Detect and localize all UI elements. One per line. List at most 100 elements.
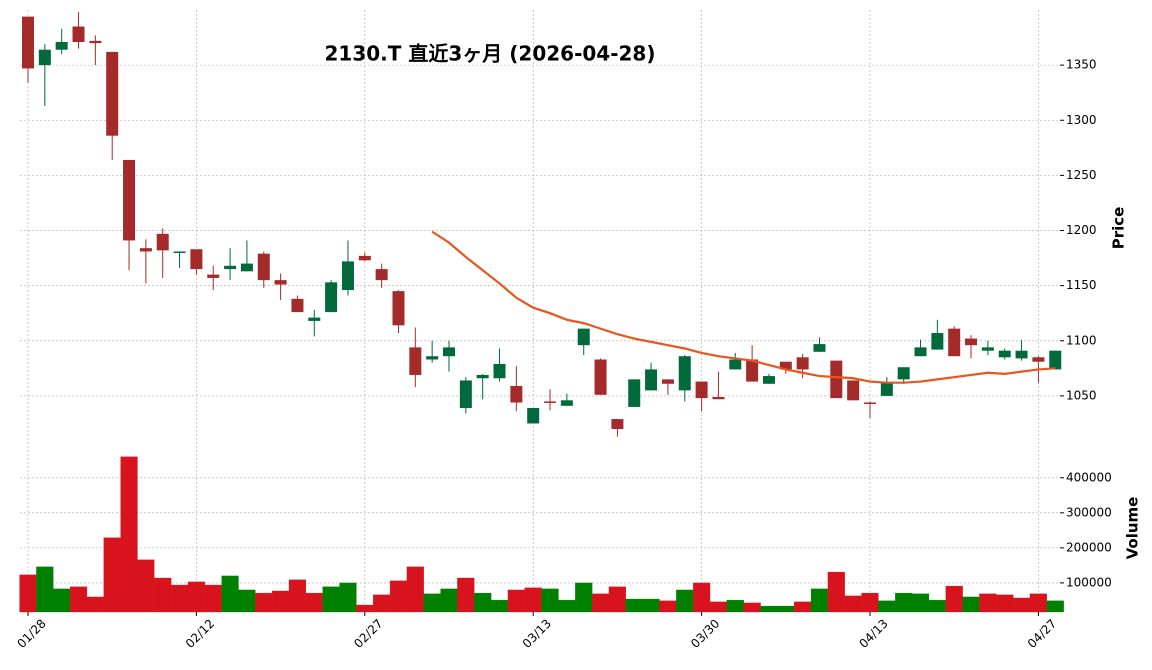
volume-bar (911, 593, 930, 613)
volume-bar (558, 599, 576, 613)
y-tick-label: 1100 (1066, 333, 1097, 347)
candle-body (173, 251, 186, 253)
volume-bar (591, 593, 610, 613)
volume-tick-label: 400000 (1066, 470, 1112, 484)
candle-body (426, 356, 439, 360)
chart-title: 2130.T 直近3ヶ月 (2026-04-28) (325, 42, 656, 66)
candle-body (123, 159, 136, 241)
y-tick-label: 1300 (1066, 113, 1097, 127)
candle-body (106, 51, 119, 136)
volume-bar (709, 601, 728, 613)
candle-body (729, 359, 742, 370)
candle-body (291, 298, 304, 313)
candle-body (409, 347, 422, 375)
volume-bar (103, 537, 121, 613)
candle-body (459, 380, 472, 409)
volume-bar (288, 579, 307, 613)
candle-body (139, 248, 152, 252)
volume-bar (272, 590, 290, 613)
candle-body (89, 40, 102, 44)
candle-body (527, 408, 540, 424)
volume-bar (794, 601, 812, 613)
volume-bar (187, 581, 205, 613)
candle-body (72, 26, 85, 42)
volume-bar (137, 559, 155, 613)
candle-body (493, 363, 506, 379)
candle-body (712, 397, 725, 400)
candle-body (358, 255, 371, 261)
candle-body (257, 253, 270, 281)
candle-body (1015, 350, 1028, 359)
volume-bar (440, 588, 458, 613)
volume-bar (979, 593, 997, 613)
volume-tick-label: 200000 (1066, 540, 1112, 554)
volume-bar (1046, 600, 1064, 613)
candle-body (22, 16, 34, 69)
volume-bar (844, 595, 862, 613)
volume-bar (204, 584, 222, 613)
volume-bar (507, 589, 525, 613)
volume-bar (810, 588, 829, 613)
volume-tick-label: 100000 (1066, 575, 1112, 589)
volume-bar (743, 602, 761, 613)
candle-body (695, 381, 708, 399)
candle-body (325, 282, 338, 313)
volume-bar (86, 596, 104, 613)
volume-bar (238, 589, 256, 613)
moving-average-line (431, 230, 1056, 384)
candle-body (55, 41, 68, 50)
candle-body (240, 263, 253, 272)
volume-bar (69, 586, 88, 613)
volume-bar (541, 588, 559, 613)
volume-bar (524, 587, 542, 613)
volume-bar (575, 582, 593, 613)
volume-bar (339, 582, 357, 613)
candle-body (341, 261, 354, 291)
candle-body (476, 374, 489, 379)
candle-body (560, 400, 573, 406)
volume-bar (608, 586, 626, 613)
candle-body (156, 233, 169, 251)
volume-bar (676, 589, 694, 613)
y-tick-label: 1200 (1066, 223, 1097, 237)
candle-body (224, 265, 237, 270)
candle-body (38, 49, 51, 66)
candle-body (931, 333, 944, 350)
candle-body (628, 379, 641, 407)
volume-bar (777, 605, 795, 613)
volume-bar (1012, 597, 1031, 613)
volume-bar (457, 577, 475, 613)
x-tick-label: 03/30 (688, 616, 722, 650)
volume-bar (154, 577, 172, 613)
volume-bar (693, 582, 711, 613)
candle-body (830, 360, 843, 399)
candle-body (864, 402, 876, 405)
candle-body (762, 376, 775, 384)
volume-bar (760, 605, 778, 613)
volume-bar (373, 594, 391, 613)
volume-bar (625, 598, 643, 613)
volume-bar (1029, 593, 1047, 613)
volume-bar (474, 592, 492, 613)
candle-body (847, 380, 860, 401)
y-tick-label: 1350 (1066, 58, 1097, 72)
volume-bar (642, 598, 660, 613)
volume-bar (120, 456, 138, 613)
volume-bar (490, 599, 509, 613)
candle-body (981, 347, 994, 351)
x-tick-label: 02/12 (183, 616, 217, 650)
candle-body (544, 401, 557, 403)
volume-bar (305, 592, 323, 613)
candle-body (813, 344, 826, 352)
candle-body (897, 367, 910, 380)
volume-bar (928, 599, 946, 613)
x-tick-label: 02/27 (351, 616, 385, 650)
candle-body (661, 379, 674, 384)
volume-bar (406, 566, 424, 613)
y-axis-label: Price (1110, 207, 1128, 250)
volume-bar (861, 592, 879, 613)
candle-body (948, 328, 961, 357)
volume-bar (878, 600, 896, 613)
candle-body (594, 359, 607, 395)
candle-body (965, 338, 978, 346)
